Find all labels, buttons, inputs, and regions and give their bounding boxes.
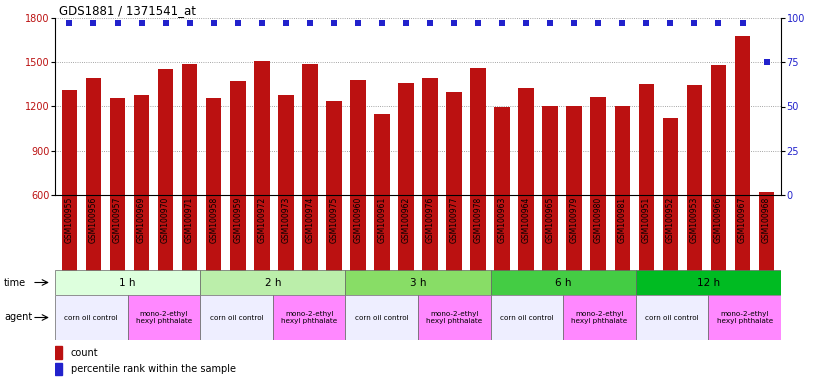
Bar [490, 295, 563, 340]
Bar [62, 90, 78, 283]
Point [568, 20, 581, 26]
Bar [200, 270, 345, 295]
Bar [206, 98, 221, 283]
Bar [708, 295, 781, 340]
Bar [759, 192, 774, 283]
Bar [230, 81, 246, 283]
Bar [345, 270, 490, 295]
Bar [157, 69, 173, 283]
Point [375, 20, 388, 26]
Bar [200, 295, 273, 340]
Bar [422, 78, 438, 283]
Text: agent: agent [4, 313, 33, 323]
Text: 2 h: 2 h [264, 278, 281, 288]
Bar [278, 95, 294, 283]
Point [111, 20, 124, 26]
Bar [182, 64, 197, 283]
Text: 3 h: 3 h [410, 278, 426, 288]
Bar [374, 114, 390, 283]
Bar [350, 80, 366, 283]
Point [183, 20, 196, 26]
Text: 1 h: 1 h [119, 278, 135, 288]
Point [736, 20, 749, 26]
Bar [543, 106, 558, 283]
Point [424, 20, 437, 26]
Bar [636, 295, 708, 340]
Text: percentile rank within the sample: percentile rank within the sample [71, 364, 236, 374]
Text: corn oil control: corn oil control [210, 314, 264, 321]
Bar [663, 118, 678, 283]
Point [664, 20, 677, 26]
Point [255, 20, 268, 26]
Text: mono-2-ethyl
hexyl phthalate: mono-2-ethyl hexyl phthalate [716, 311, 773, 324]
Bar [273, 295, 345, 340]
Bar [326, 101, 342, 283]
Point [640, 20, 653, 26]
Point [520, 20, 533, 26]
Bar [446, 92, 462, 283]
Bar [734, 36, 751, 283]
Bar [55, 346, 62, 359]
Text: mono-2-ethyl
hexyl phthalate: mono-2-ethyl hexyl phthalate [426, 311, 482, 324]
Bar [563, 295, 636, 340]
Bar [518, 88, 534, 283]
Point [352, 20, 365, 26]
Text: corn oil control: corn oil control [355, 314, 409, 321]
Text: corn oil control: corn oil control [64, 314, 118, 321]
Text: count: count [71, 348, 99, 358]
Text: corn oil control: corn oil control [645, 314, 699, 321]
Point [688, 20, 701, 26]
Point [400, 20, 413, 26]
Bar [686, 85, 703, 283]
Bar [711, 65, 726, 283]
Bar [490, 270, 636, 295]
Bar [470, 68, 486, 283]
Bar [418, 295, 490, 340]
Bar [639, 84, 654, 283]
Bar [302, 64, 317, 283]
Text: mono-2-ethyl
hexyl phthalate: mono-2-ethyl hexyl phthalate [135, 311, 192, 324]
Text: mono-2-ethyl
hexyl phthalate: mono-2-ethyl hexyl phthalate [571, 311, 628, 324]
Bar [55, 363, 62, 376]
Point [231, 20, 244, 26]
Point [543, 20, 557, 26]
Bar [614, 106, 630, 283]
Point [304, 20, 317, 26]
Point [472, 20, 485, 26]
Point [495, 20, 508, 26]
Bar [109, 98, 126, 283]
Bar [591, 97, 606, 283]
Bar [86, 78, 101, 283]
Bar [254, 61, 269, 283]
Point [159, 20, 172, 26]
Point [279, 20, 292, 26]
Bar [398, 83, 414, 283]
Point [592, 20, 605, 26]
Text: GDS1881 / 1371541_at: GDS1881 / 1371541_at [59, 4, 196, 17]
Bar [127, 295, 200, 340]
Text: corn oil control: corn oil control [500, 314, 554, 321]
Bar [494, 107, 510, 283]
Bar [566, 106, 582, 283]
Bar [636, 270, 781, 295]
Point [447, 20, 460, 26]
Text: mono-2-ethyl
hexyl phthalate: mono-2-ethyl hexyl phthalate [281, 311, 337, 324]
Point [87, 20, 100, 26]
Point [616, 20, 629, 26]
Bar [55, 270, 200, 295]
Point [63, 20, 76, 26]
Text: 6 h: 6 h [555, 278, 571, 288]
Bar [345, 295, 418, 340]
Bar [134, 95, 149, 283]
Point [760, 59, 773, 65]
Point [327, 20, 340, 26]
Bar [55, 295, 127, 340]
Text: 12 h: 12 h [697, 278, 720, 288]
Point [712, 20, 725, 26]
Point [135, 20, 148, 26]
Point [207, 20, 220, 26]
Text: time: time [4, 278, 26, 288]
